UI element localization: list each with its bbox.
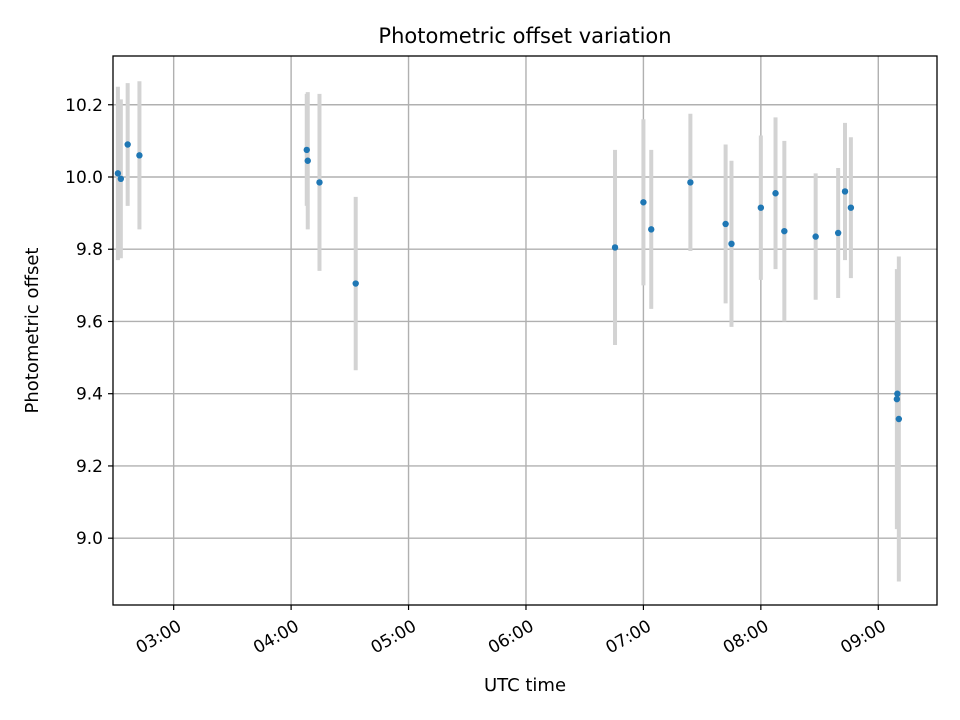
data-point	[834, 229, 842, 237]
data-point	[895, 415, 903, 423]
data-point	[124, 141, 131, 148]
data-point	[640, 199, 647, 206]
y-tick-label: 9.4	[76, 385, 103, 405]
data-point	[114, 170, 122, 177]
data-point	[352, 280, 359, 287]
data-point	[316, 179, 323, 186]
data-point	[812, 233, 819, 240]
y-axis-label: Photometric offset	[22, 248, 43, 414]
y-tick-label: 9.2	[76, 457, 103, 477]
y-tick-label: 10.2	[65, 96, 103, 116]
y-tick-label: 9.6	[76, 312, 103, 332]
y-tick-label: 10.0	[65, 168, 103, 188]
x-axis-label: UTC time	[484, 675, 566, 696]
data-point	[304, 157, 311, 164]
y-tick-label: 9.8	[76, 240, 103, 260]
data-point	[648, 226, 655, 233]
data-point	[303, 146, 310, 154]
data-point	[781, 227, 788, 235]
data-point	[847, 204, 855, 211]
chart-title: Photometric offset variation	[378, 24, 671, 48]
data-point	[722, 220, 729, 228]
data-point	[687, 179, 694, 186]
y-tick-label: 9.0	[76, 529, 103, 549]
data-point	[757, 204, 765, 211]
point-layer	[114, 141, 903, 423]
data-point	[136, 152, 143, 159]
data-point	[894, 390, 901, 397]
data-point	[117, 175, 125, 183]
data-point	[772, 190, 779, 197]
plot-frame	[112, 55, 938, 606]
data-point	[841, 188, 849, 195]
data-point	[893, 395, 901, 403]
data-point	[728, 240, 735, 248]
data-point	[611, 244, 619, 251]
